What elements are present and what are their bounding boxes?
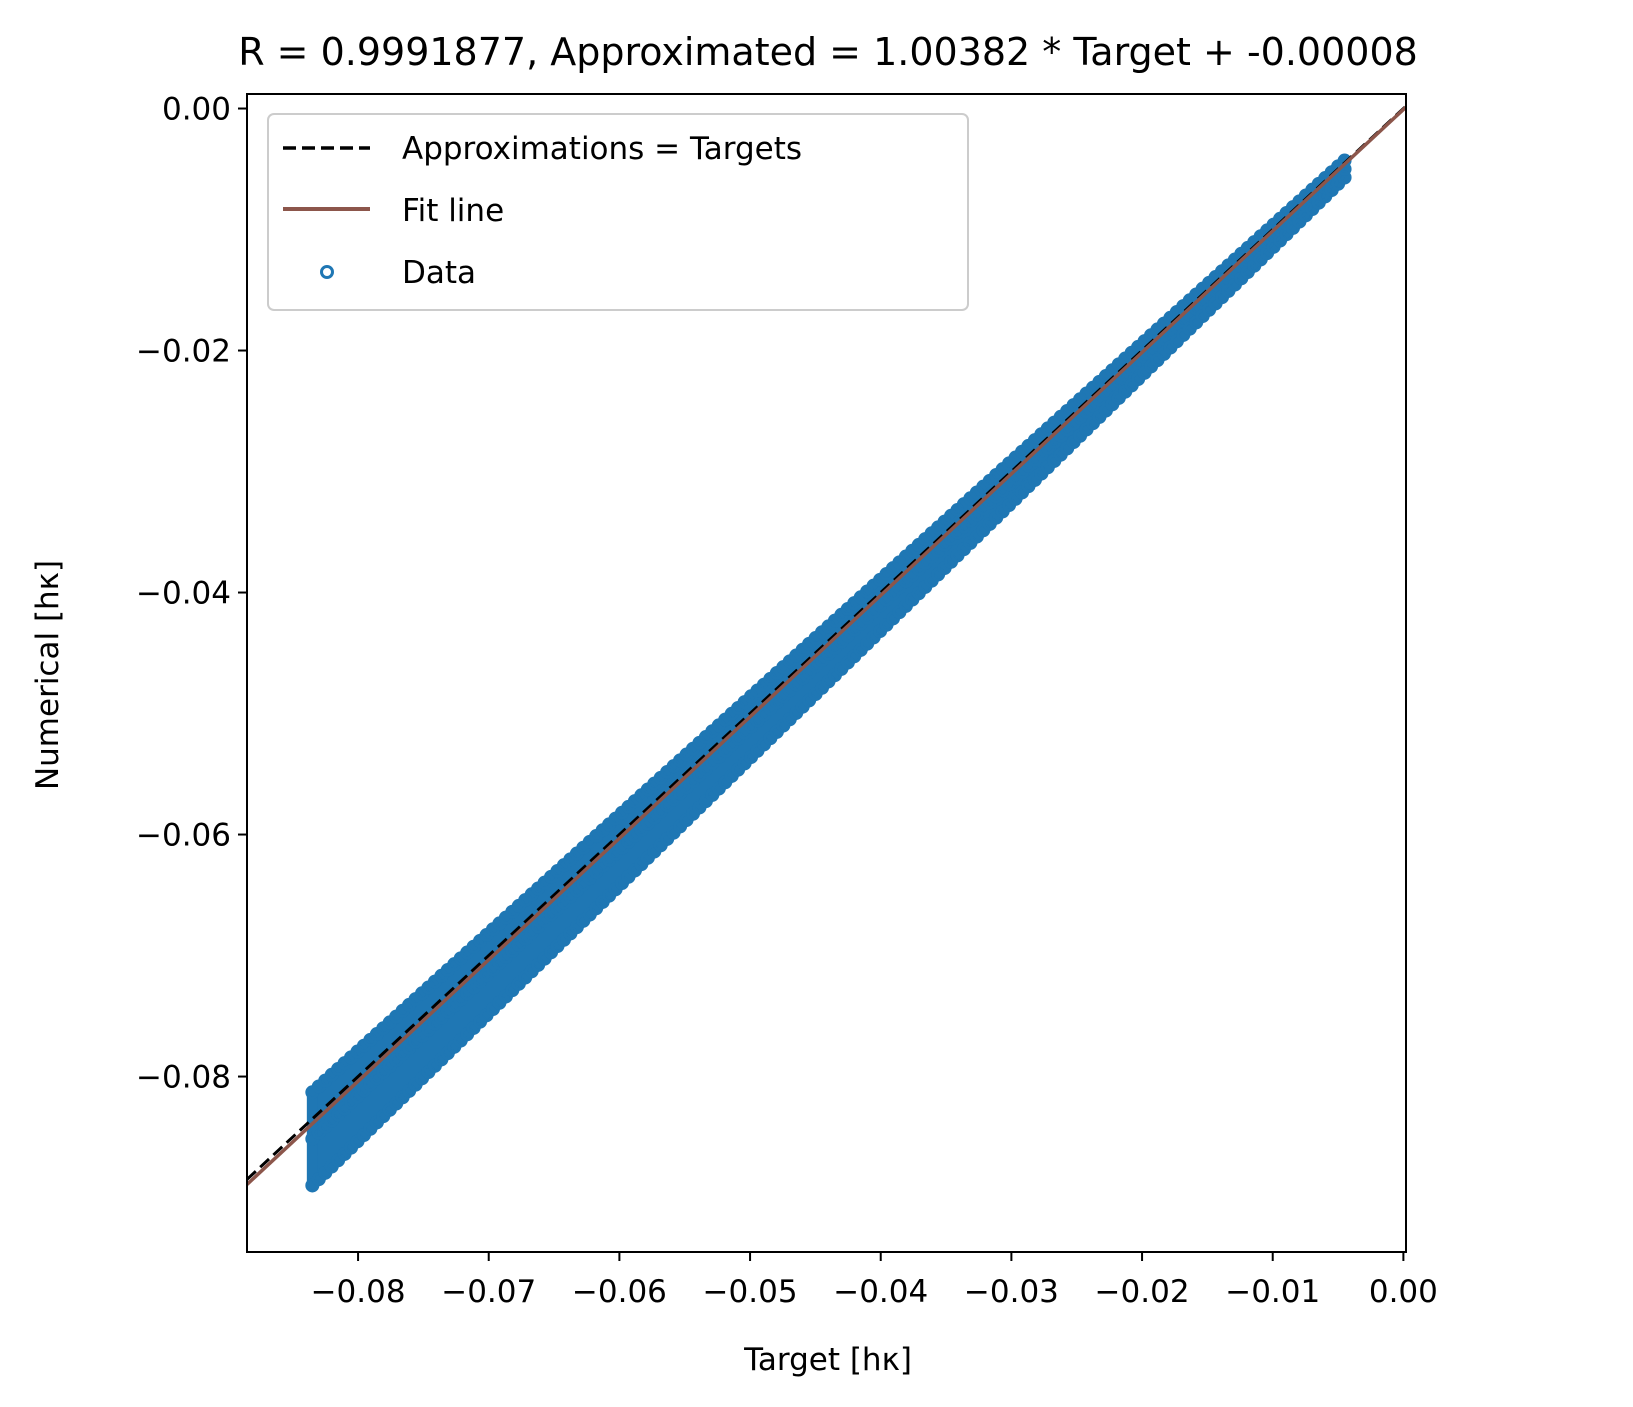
x-axis-label: Target [hκ] bbox=[743, 1342, 912, 1378]
y-tick-label: −0.06 bbox=[136, 818, 231, 854]
legend-box bbox=[267, 113, 969, 311]
x-tick-label: −0.03 bbox=[964, 1274, 1059, 1310]
x-tick-label: 0.00 bbox=[1369, 1274, 1438, 1310]
x-axis-ticks: −0.08 −0.07 −0.06 −0.05 −0.04 −0.03 −0.02 −0.01… bbox=[311, 1252, 1438, 1310]
y-tick-label: −0.08 bbox=[136, 1060, 231, 1096]
fit-line bbox=[247, 105, 1406, 1186]
data-point bbox=[1337, 170, 1352, 185]
legend: Approximations = Targets Fit line Data bbox=[267, 113, 969, 311]
y-tick-label: 0.00 bbox=[162, 92, 231, 128]
legend-fit-label: Fit line bbox=[402, 193, 504, 229]
x-tick-label: −0.07 bbox=[441, 1274, 536, 1310]
x-tick-label: −0.04 bbox=[833, 1274, 928, 1310]
legend-data-label: Data bbox=[402, 255, 476, 291]
x-tick-label: −0.05 bbox=[703, 1274, 798, 1310]
legend-data-swatch bbox=[320, 265, 334, 279]
data-markers bbox=[305, 153, 1352, 1193]
x-tick-label: −0.06 bbox=[572, 1274, 667, 1310]
x-tick-label: −0.08 bbox=[311, 1274, 406, 1310]
legend-identity-label: Approximations = Targets bbox=[402, 131, 802, 167]
plot-frame bbox=[246, 93, 1407, 1253]
plot-area bbox=[247, 104, 1406, 1193]
y-axis-label: Numerical [hκ] bbox=[30, 560, 66, 790]
y-axis-ticks: 0.00 −0.02 −0.04 −0.06 −0.08 bbox=[136, 92, 247, 1096]
y-tick-label: −0.02 bbox=[136, 334, 231, 370]
chart-title: R = 0.9991877, Approximated = 1.00382 * … bbox=[238, 30, 1418, 74]
x-tick-label: −0.02 bbox=[1095, 1274, 1190, 1310]
y-tick-label: −0.04 bbox=[136, 576, 231, 612]
x-tick-label: −0.01 bbox=[1225, 1274, 1320, 1310]
